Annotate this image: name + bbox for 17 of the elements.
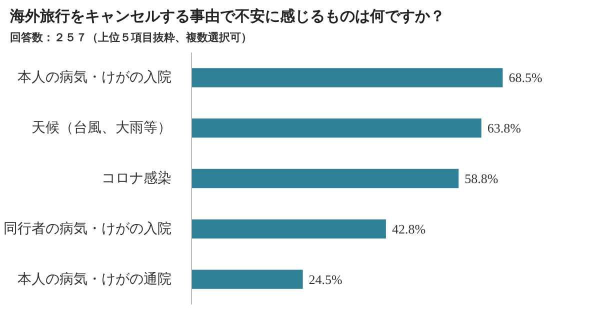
- bar: [192, 219, 386, 238]
- y-tick-label: 同行者の病気・けがの入院: [4, 220, 172, 237]
- y-tick-label: コロナ感染: [102, 170, 172, 186]
- y-tick-label: 本人の病気・けがの入院: [18, 70, 172, 86]
- data-label: 68.5%: [508, 70, 542, 86]
- data-label: 63.8%: [487, 120, 522, 136]
- data-label: 58.8%: [464, 171, 498, 186]
- data-label: 24.5%: [308, 272, 343, 287]
- bar: [192, 68, 503, 88]
- bar: [192, 168, 459, 188]
- y-tick-label: 天候（台風、大雨等）: [32, 120, 172, 136]
- bar: [192, 270, 303, 289]
- y-tick-label: 本人の病気・けがの通院: [18, 271, 172, 288]
- chart-title: 海外旅行をキャンセルする事由で不安に感じるものは何ですか？: [10, 6, 445, 27]
- data-label: 42.8%: [392, 221, 426, 236]
- bar: [192, 118, 482, 138]
- chart-subtitle: 回答数：２５７（上位５項目抜粋、複数選択可）: [10, 30, 252, 46]
